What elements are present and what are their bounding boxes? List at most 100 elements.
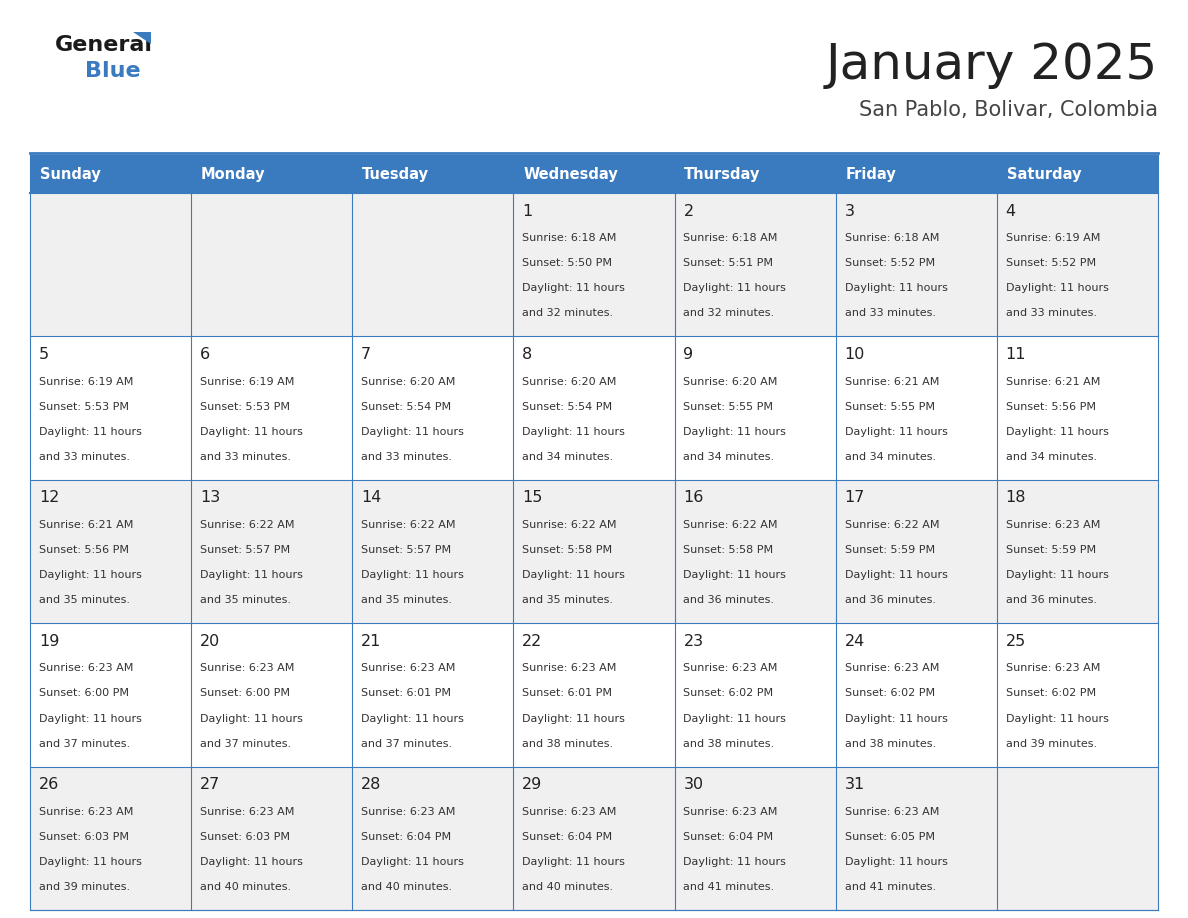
Text: Daylight: 11 hours: Daylight: 11 hours [845,570,948,580]
Bar [353,767,513,910]
Text: Sunrise: 6:23 AM: Sunrise: 6:23 AM [845,664,939,673]
Text: 21: 21 [361,633,381,649]
Bar [353,623,513,767]
Text: Daylight: 11 hours: Daylight: 11 hours [361,427,465,437]
Text: Daylight: 11 hours: Daylight: 11 hours [523,427,625,437]
Text: Daylight: 11 hours: Daylight: 11 hours [523,713,625,723]
Text: Sunrise: 6:23 AM: Sunrise: 6:23 AM [200,664,295,673]
Text: and 39 minutes.: and 39 minutes. [1006,739,1097,749]
Text: 29: 29 [523,778,543,792]
Text: 8: 8 [523,347,532,362]
Bar [191,336,353,480]
Text: 31: 31 [845,778,865,792]
Text: and 41 minutes.: and 41 minutes. [683,882,775,892]
Text: Sunrise: 6:19 AM: Sunrise: 6:19 AM [200,376,295,386]
Text: and 34 minutes.: and 34 minutes. [1006,452,1097,462]
Text: Sunrise: 6:20 AM: Sunrise: 6:20 AM [523,376,617,386]
Text: Daylight: 11 hours: Daylight: 11 hours [845,713,948,723]
Text: 3: 3 [845,204,854,218]
Text: Sunrise: 6:21 AM: Sunrise: 6:21 AM [845,376,939,386]
Text: Sunset: 6:02 PM: Sunset: 6:02 PM [1006,688,1095,699]
Bar [675,155,835,193]
Text: Daylight: 11 hours: Daylight: 11 hours [523,856,625,867]
Text: Sunset: 5:58 PM: Sunset: 5:58 PM [523,545,613,555]
Text: 16: 16 [683,490,703,506]
Text: and 37 minutes.: and 37 minutes. [361,739,453,749]
Text: 13: 13 [200,490,220,506]
Text: and 37 minutes.: and 37 minutes. [200,739,291,749]
Text: Sunrise: 6:19 AM: Sunrise: 6:19 AM [39,376,133,386]
Text: and 32 minutes.: and 32 minutes. [683,308,775,319]
Text: and 38 minutes.: and 38 minutes. [845,739,936,749]
Text: Sunrise: 6:23 AM: Sunrise: 6:23 AM [683,664,778,673]
Text: Sunrise: 6:20 AM: Sunrise: 6:20 AM [683,376,778,386]
Text: January 2025: January 2025 [826,41,1158,89]
Text: Sunset: 6:05 PM: Sunset: 6:05 PM [845,832,935,842]
Text: Sunrise: 6:23 AM: Sunrise: 6:23 AM [361,807,455,817]
Text: and 36 minutes.: and 36 minutes. [1006,595,1097,605]
Text: 15: 15 [523,490,543,506]
Text: Sunrise: 6:23 AM: Sunrise: 6:23 AM [1006,664,1100,673]
Text: Sunrise: 6:22 AM: Sunrise: 6:22 AM [200,520,295,530]
Text: Daylight: 11 hours: Daylight: 11 hours [845,427,948,437]
Text: and 33 minutes.: and 33 minutes. [361,452,453,462]
Text: and 36 minutes.: and 36 minutes. [845,595,936,605]
Bar [997,480,1158,623]
Text: Sunrise: 6:23 AM: Sunrise: 6:23 AM [683,807,778,817]
Bar [675,623,835,767]
Text: Sunset: 5:58 PM: Sunset: 5:58 PM [683,545,773,555]
Text: Daylight: 11 hours: Daylight: 11 hours [683,427,786,437]
Text: Saturday: Saturday [1006,167,1081,183]
Bar [835,193,997,336]
Text: Friday: Friday [846,167,896,183]
Bar [997,155,1158,193]
Text: and 35 minutes.: and 35 minutes. [523,595,613,605]
Text: Daylight: 11 hours: Daylight: 11 hours [361,570,465,580]
Bar [835,767,997,910]
Text: Sunrise: 6:18 AM: Sunrise: 6:18 AM [523,233,617,243]
Text: and 35 minutes.: and 35 minutes. [361,595,453,605]
Text: Wednesday: Wednesday [523,167,618,183]
Bar [513,767,675,910]
Bar [997,623,1158,767]
Text: Monday: Monday [201,167,265,183]
Text: 11: 11 [1006,347,1026,362]
Text: Sunset: 5:56 PM: Sunset: 5:56 PM [1006,402,1095,411]
Text: and 34 minutes.: and 34 minutes. [845,452,936,462]
Bar [30,155,191,193]
Text: 4: 4 [1006,204,1016,218]
Text: Daylight: 11 hours: Daylight: 11 hours [523,284,625,294]
Text: Daylight: 11 hours: Daylight: 11 hours [200,570,303,580]
Text: Sunset: 5:53 PM: Sunset: 5:53 PM [200,402,290,411]
Bar [191,155,353,193]
Text: Daylight: 11 hours: Daylight: 11 hours [683,856,786,867]
Text: Sunrise: 6:23 AM: Sunrise: 6:23 AM [361,664,455,673]
Text: Sunset: 5:59 PM: Sunset: 5:59 PM [1006,545,1095,555]
Text: and 33 minutes.: and 33 minutes. [1006,308,1097,319]
Text: 28: 28 [361,778,381,792]
Text: Sunset: 5:55 PM: Sunset: 5:55 PM [683,402,773,411]
Text: and 34 minutes.: and 34 minutes. [683,452,775,462]
Text: 18: 18 [1006,490,1026,506]
Text: Sunset: 6:04 PM: Sunset: 6:04 PM [523,832,613,842]
Text: Sunrise: 6:18 AM: Sunrise: 6:18 AM [845,233,939,243]
Text: Sunset: 6:03 PM: Sunset: 6:03 PM [39,832,128,842]
Text: Sunset: 5:55 PM: Sunset: 5:55 PM [845,402,935,411]
Text: 23: 23 [683,633,703,649]
Bar [513,193,675,336]
Text: Tuesday: Tuesday [362,167,429,183]
Text: Daylight: 11 hours: Daylight: 11 hours [39,856,141,867]
Text: 9: 9 [683,347,694,362]
Bar [997,767,1158,910]
Text: and 40 minutes.: and 40 minutes. [361,882,453,892]
Text: Sunrise: 6:23 AM: Sunrise: 6:23 AM [39,807,133,817]
Bar [30,480,191,623]
Text: Sunset: 6:03 PM: Sunset: 6:03 PM [200,832,290,842]
Text: Sunset: 6:04 PM: Sunset: 6:04 PM [361,832,451,842]
Text: Sunrise: 6:21 AM: Sunrise: 6:21 AM [39,520,133,530]
Text: 19: 19 [39,633,59,649]
Text: and 36 minutes.: and 36 minutes. [683,595,775,605]
Text: Daylight: 11 hours: Daylight: 11 hours [523,570,625,580]
Text: and 37 minutes.: and 37 minutes. [39,739,129,749]
Bar [513,336,675,480]
